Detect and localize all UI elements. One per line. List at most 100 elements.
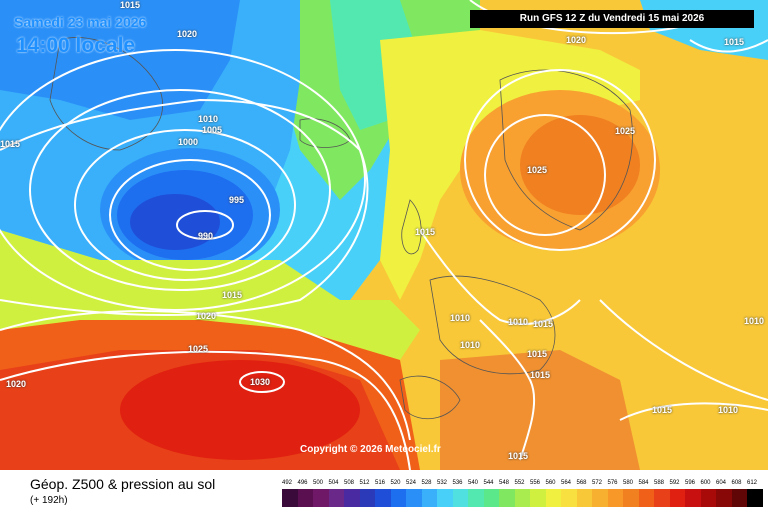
isobar-label: 1015 <box>530 370 551 380</box>
scale-swatch <box>576 489 592 507</box>
weather-map: Samedi 23 mai 2026 14:00 locale Run GFS … <box>0 0 768 470</box>
scale-tick-label: 520 <box>390 480 401 486</box>
scale-swatch <box>592 489 608 507</box>
scale-tick-label: 528 <box>421 480 432 486</box>
scale-swatch <box>545 489 561 507</box>
scale-swatch <box>638 489 654 507</box>
scale-tick-label: 548 <box>499 480 510 486</box>
scale-swatch <box>406 489 422 507</box>
scale-tick-label: 588 <box>654 480 665 486</box>
isobar-label: 1010 <box>744 316 765 326</box>
isobar-label: 1010 <box>450 313 471 323</box>
scale-swatch <box>483 489 499 507</box>
isobar-label: 1015 <box>533 319 554 329</box>
isobar-label: 1015 <box>652 405 673 415</box>
isobar-label: 1015 <box>527 349 548 359</box>
scale-tick-label: 604 <box>716 480 727 486</box>
scale-swatch <box>623 489 639 507</box>
isobar-label: 1005 <box>202 125 223 135</box>
z500-med <box>440 350 640 470</box>
isobar-label: 1020 <box>6 379 27 389</box>
isobar-label: 995 <box>229 195 245 205</box>
model-run-info: Run GFS 12 Z du Vendredi 15 mai 2026 <box>470 10 754 28</box>
scale-tick-label: 504 <box>328 480 339 486</box>
scale-swatch <box>313 489 329 507</box>
isobar-label: 1015 <box>415 227 436 237</box>
scale-swatch <box>700 489 716 507</box>
scale-swatch <box>468 489 484 507</box>
z500-azores-core <box>120 360 360 460</box>
copyright: Copyright © 2026 Meteociel.fr <box>300 444 441 455</box>
scale-tick-label: 612 <box>747 480 758 486</box>
scale-swatch <box>328 489 344 507</box>
isobar-label: 1020 <box>177 29 198 39</box>
scale-tick-label: 508 <box>344 480 355 486</box>
z500-low-core <box>130 194 220 250</box>
scale-swatch <box>747 489 763 507</box>
lead-time: (+ 192h) <box>30 495 68 506</box>
scale-tick-label: 516 <box>375 480 386 486</box>
isobar-label: 1015 <box>0 139 21 149</box>
map-footer: Géop. Z500 & pression au sol (+ 192h) 49… <box>0 470 768 512</box>
isobar-label: 1015 <box>222 290 243 300</box>
isobar-label: 1025 <box>188 344 209 354</box>
scale-tick-label: 512 <box>359 480 370 486</box>
scale-swatch <box>452 489 468 507</box>
scale-tick-label: 556 <box>530 480 541 486</box>
isobar-label: 990 <box>198 231 214 241</box>
isobar-label: 1020 <box>196 311 217 321</box>
scale-swatch <box>359 489 375 507</box>
isobar-label: 1015 <box>508 451 529 461</box>
scale-swatch <box>607 489 623 507</box>
scale-swatch <box>421 489 437 507</box>
isobar-label: 1010 <box>198 114 219 124</box>
scale-tick-label: 580 <box>623 480 634 486</box>
isobar-label: 1010 <box>718 405 739 415</box>
scale-swatch <box>514 489 530 507</box>
map-canvas <box>0 0 768 470</box>
isobar-label: 1010 <box>460 340 481 350</box>
isobar-label: 1010 <box>508 317 529 327</box>
scale-tick-label: 524 <box>406 480 417 486</box>
scale-swatch <box>530 489 546 507</box>
isobar-label: 1000 <box>178 137 199 147</box>
z500-yellowgreen <box>0 230 420 360</box>
scale-tick-label: 540 <box>468 480 479 486</box>
scale-tick-label: 608 <box>731 480 742 486</box>
scale-swatch <box>375 489 391 507</box>
scale-tick-label: 592 <box>669 480 680 486</box>
isobar-label: 1025 <box>615 126 636 136</box>
scale-swatch <box>685 489 701 507</box>
scale-tick-label: 560 <box>545 480 556 486</box>
scale-swatch <box>437 489 453 507</box>
scale-tick-label: 564 <box>561 480 572 486</box>
scale-swatch <box>282 489 298 507</box>
scale-tick-label: 572 <box>592 480 603 486</box>
z500-scand-core <box>520 115 640 215</box>
scale-swatch <box>561 489 577 507</box>
isobar-label: 1015 <box>120 0 141 10</box>
scale-swatch <box>669 489 685 507</box>
scale-tick-label: 576 <box>607 480 618 486</box>
isobar-label: 1015 <box>724 37 745 47</box>
isobar-label: 1030 <box>250 377 271 387</box>
scale-swatch <box>731 489 747 507</box>
scale-tick-label: 552 <box>514 480 525 486</box>
scale-tick-label: 600 <box>700 480 711 486</box>
scale-tick-label: 568 <box>576 480 587 486</box>
scale-swatch <box>654 489 670 507</box>
forecast-time: 14:00 locale <box>16 34 136 57</box>
scale-tick-label: 500 <box>313 480 324 486</box>
scale-tick-label: 536 <box>452 480 463 486</box>
scale-swatch <box>297 489 313 507</box>
product-title: Géop. Z500 & pression au sol <box>30 476 216 492</box>
scale-tick-label: 596 <box>685 480 696 486</box>
scale-tick-label: 492 <box>282 480 293 486</box>
scale-swatch <box>499 489 515 507</box>
isobar-label: 1025 <box>527 165 548 175</box>
isobar-label: 1020 <box>566 35 587 45</box>
scale-tick-label: 584 <box>638 480 649 486</box>
scale-tick-label: 532 <box>437 480 448 486</box>
scale-tick-label: 496 <box>297 480 308 486</box>
scale-swatch <box>344 489 360 507</box>
